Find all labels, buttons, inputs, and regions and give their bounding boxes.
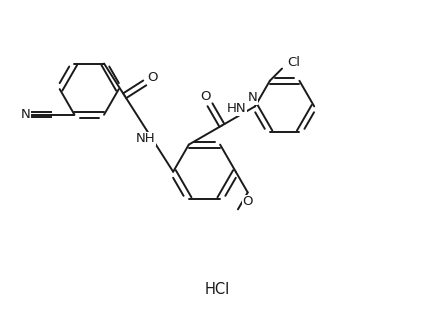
Text: O: O <box>200 90 210 103</box>
Text: N: N <box>247 91 257 104</box>
Text: HCl: HCl <box>204 282 230 297</box>
Text: O: O <box>147 71 158 84</box>
Text: Cl: Cl <box>287 56 300 69</box>
Text: HN: HN <box>226 102 246 115</box>
Text: N: N <box>20 108 30 121</box>
Text: NH: NH <box>135 132 155 146</box>
Text: O: O <box>242 196 253 208</box>
